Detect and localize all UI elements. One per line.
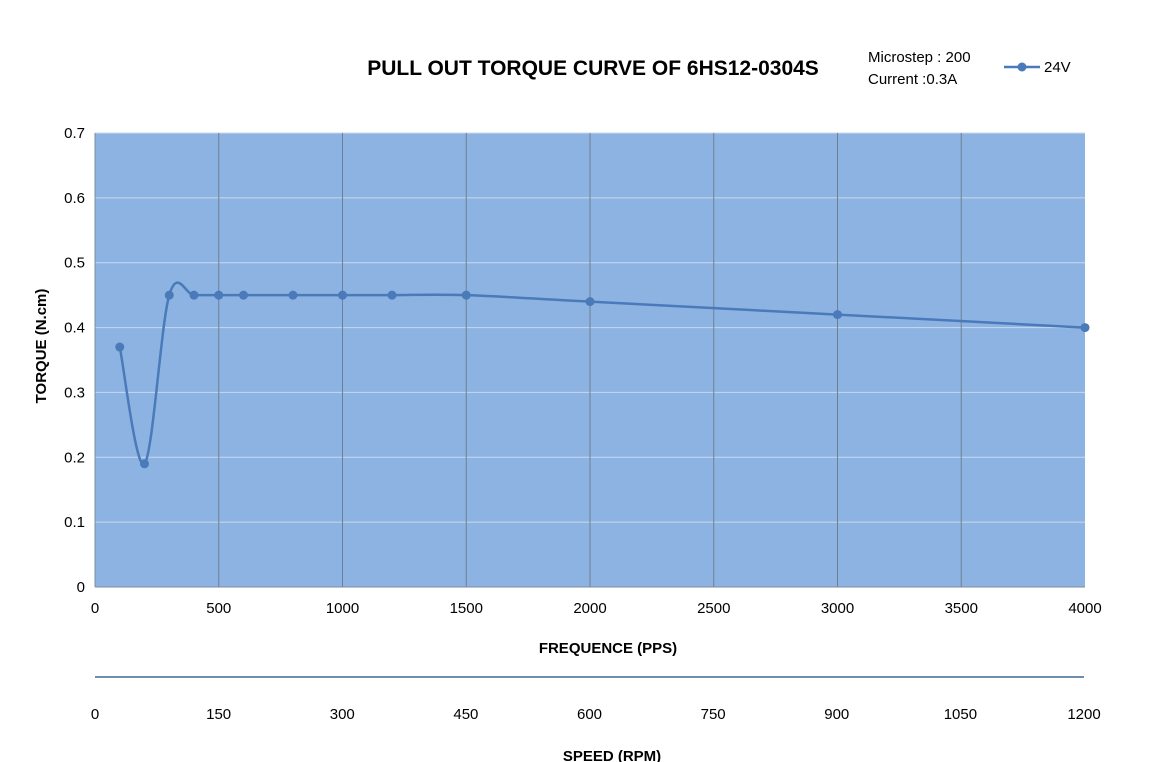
x-tick-label: 2000 (573, 600, 606, 617)
data-point (288, 290, 298, 300)
speed-tick-label: 1050 (944, 706, 977, 723)
y-tick-label: 0 (77, 579, 85, 596)
y-tick-label: 0.2 (64, 449, 85, 466)
speed-tick-label: 750 (701, 706, 726, 723)
legend-marker (1017, 62, 1027, 72)
x-tick-label: 1000 (326, 600, 359, 617)
series-line-24v (118, 281, 1086, 466)
current-note: Current :0.3A (868, 71, 957, 88)
x-tick-label: 3500 (945, 600, 978, 617)
x-tick-label: 500 (206, 600, 231, 617)
speed-tick-label: 450 (453, 706, 478, 723)
data-point (461, 290, 471, 300)
y-tick-label: 0.6 (64, 190, 85, 207)
data-point (189, 290, 199, 300)
x-axis-ticks: 0 500 1000 1500 2000 2500 3000 3500 4000 (91, 600, 1102, 617)
speed-tick-label: 1200 (1067, 706, 1100, 723)
data-point (338, 290, 347, 300)
x-tick-label: 1500 (450, 600, 483, 617)
data-point (115, 342, 125, 352)
series-points-24v (115, 290, 1090, 469)
legend-entry-24v: 24V (1044, 59, 1071, 76)
speed-tick-label: 900 (824, 706, 849, 723)
x-tick-label: 0 (91, 600, 99, 617)
x-tick-label: 3000 (821, 600, 854, 617)
speed-tick-label: 150 (206, 706, 231, 723)
y-tick-label: 0.4 (64, 320, 85, 337)
y-axis-label: TORQUE (N.cm) (33, 289, 50, 404)
data-point (239, 290, 248, 300)
speed-axis-ticks: 0 150 300 450 600 750 900 1050 1200 (91, 706, 1101, 723)
data-point (1080, 323, 1090, 333)
data-point (833, 310, 842, 320)
y-tick-label: 0.7 (64, 125, 85, 142)
grid-lines (94, 132, 1085, 588)
data-point (164, 290, 174, 300)
chart-legend: 24V (1004, 59, 1071, 76)
x-axis-label: FREQUENCE (PPS) (539, 640, 677, 657)
speed-tick-label: 600 (577, 706, 602, 723)
x-tick-label: 2500 (697, 600, 730, 617)
speed-tick-label: 0 (91, 706, 99, 723)
data-point (585, 297, 595, 307)
data-point (387, 290, 397, 300)
speed-axis-label: SPEED (RPM) (563, 748, 661, 762)
x-tick-label: 4000 (1068, 600, 1101, 617)
speed-tick-label: 300 (330, 706, 355, 723)
data-point (140, 459, 149, 469)
y-axis-ticks: 0 0.1 0.2 0.3 0.4 0.5 0.6 0.7 (64, 125, 85, 596)
y-tick-label: 0.5 (64, 255, 85, 272)
chart-title: PULL OUT TORQUE CURVE OF 6HS12-0304S (367, 57, 819, 80)
microstep-note: Microstep : 200 (868, 49, 971, 66)
y-tick-label: 0.1 (64, 514, 85, 531)
y-tick-label: 0.3 (64, 384, 85, 401)
data-point (214, 290, 224, 300)
